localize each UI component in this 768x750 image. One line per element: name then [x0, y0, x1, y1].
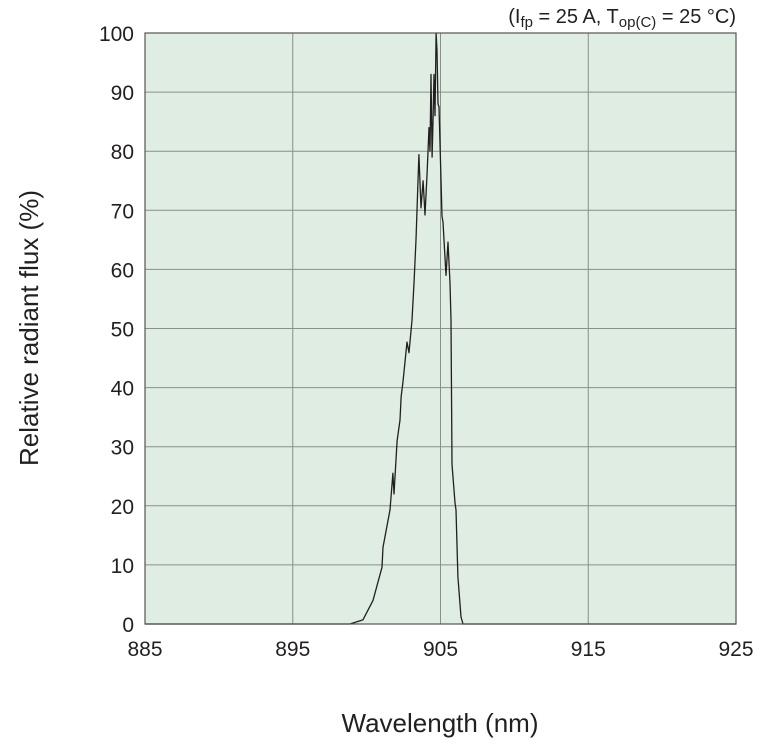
plot-frame [144, 32, 737, 625]
x-tick-label: 885 [127, 638, 162, 661]
y-tick-label: 80 [111, 141, 134, 164]
y-tick-label: 0 [122, 614, 134, 637]
y-tick-label: 90 [111, 82, 134, 105]
series-layer [145, 32, 736, 625]
cond-mid: = 25 A, T [533, 6, 619, 28]
y-tick-label: 50 [111, 319, 134, 342]
cond-close: = 25 °C) [656, 6, 736, 28]
x-axis-label: Wavelength (nm) [342, 708, 539, 738]
cond-open: (I [508, 6, 520, 28]
y-tick-label: 30 [111, 437, 134, 460]
y-tick-label: 20 [111, 496, 134, 519]
cond-i-sub: fp [520, 14, 533, 31]
measurement-conditions: (Ifp = 25 A, Top(C) = 25 °C) [508, 6, 736, 31]
y-tick-labels: 0 10 20 30 40 50 60 70 80 90 100 [99, 23, 134, 637]
x-tick-label: 905 [423, 638, 458, 661]
y-tick-label: 60 [111, 259, 134, 282]
y-axis-label: Relative radiant flux (%) [14, 190, 44, 466]
y-tick-label: 70 [111, 200, 134, 223]
y-tick-label: 100 [99, 23, 134, 46]
x-tick-label: 895 [275, 638, 310, 661]
y-tick-label: 40 [111, 378, 134, 401]
x-tick-label: 915 [571, 638, 606, 661]
x-tick-label: 925 [718, 638, 753, 661]
cond-t-sub: op(C) [619, 14, 657, 31]
series-line-spectrum [145, 32, 736, 625]
x-tick-labels: 885 895 905 915 925 [127, 638, 753, 661]
y-tick-label: 10 [111, 555, 134, 578]
